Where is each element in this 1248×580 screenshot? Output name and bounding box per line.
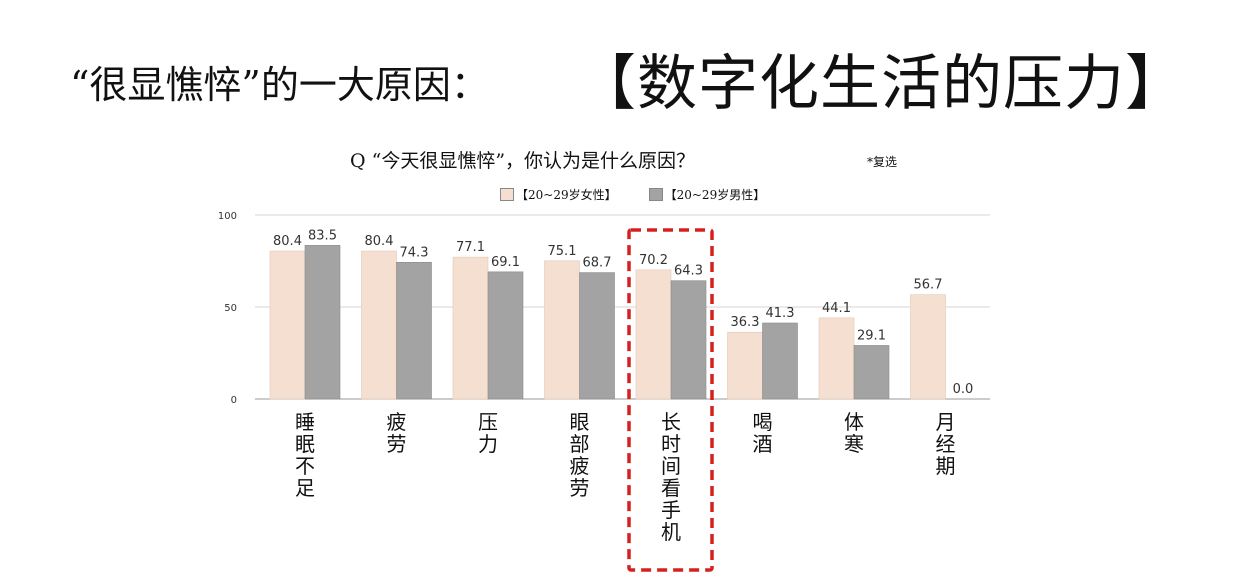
x-tick-label-char: 体 [844,410,864,434]
data-label: 0.0 [953,382,974,397]
x-tick-label-char: 经 [936,432,956,456]
y-tick-label: 0 [231,395,237,406]
x-tick-label-char: 看 [661,476,681,500]
x-tick-label-char: 足 [295,476,315,500]
x-tick-label-char: 疲 [387,410,407,434]
bar [727,331,763,400]
data-label: 77.1 [456,240,485,255]
x-tick-label-char: 不 [295,454,315,478]
x-tick-label-char: 长 [661,410,681,434]
data-label: 74.3 [400,245,429,260]
legend-label-female: 【20~29岁女性】 [516,188,617,202]
x-tick-label-char: 时 [661,432,681,456]
bar [487,271,524,400]
headline-main: 【数字化生活的压力】 [576,49,1186,119]
x-tick-label-char: 月 [936,410,956,434]
highlight-box [627,228,714,572]
chart-note: *复选 [867,155,898,169]
bar [853,345,890,400]
x-tick-label-char: 部 [570,432,590,456]
x-tick-label-char: 手 [661,498,681,522]
data-label: 44.1 [822,301,851,316]
x-tick-label-char: 睡 [295,410,315,434]
bar [452,256,489,400]
x-tick-label-char: 眼 [570,410,590,434]
data-label: 80.4 [365,234,394,249]
x-tick-label-char: 眠 [295,432,315,456]
bar [762,322,798,400]
bar [544,260,580,400]
data-label: 75.1 [548,244,577,259]
chart-legend: 【20~29岁女性】 【20~29岁男性】 [500,186,791,203]
bar [396,261,432,400]
data-label: 83.5 [308,228,337,243]
x-tick-label-char: 寒 [844,432,864,456]
chart-title: Q “今天很显憔悴”，你认为是什么原因？ [350,150,696,172]
x-tick-label-char: 劳 [387,432,407,456]
legend-item-female: 【20~29岁女性】 [500,186,617,203]
legend-item-male: 【20~29岁男性】 [648,186,766,203]
data-label: 69.1 [491,255,520,270]
x-tick-label-char: 喝 [753,410,773,434]
legend-swatch-female [500,188,514,201]
data-label: 64.3 [674,264,703,279]
bar [670,280,707,400]
bar [910,294,946,400]
data-label: 80.4 [273,234,302,249]
x-tick-label-char: 间 [661,454,681,478]
bar [361,250,397,400]
data-label: 41.3 [766,306,795,321]
x-tick-label-char: 期 [936,454,956,478]
data-label: 68.7 [583,256,612,271]
x-tick-label-char: 劳 [570,476,590,500]
x-tick-label-char: 酒 [753,432,773,456]
data-label: 70.2 [639,253,668,268]
data-label: 36.3 [731,315,760,330]
bar [304,245,341,400]
legend-label-male: 【20~29岁男性】 [664,188,766,202]
x-tick-label-char: 疲 [570,454,590,478]
y-tick-label: 100 [218,211,237,222]
data-label: 56.7 [914,278,943,293]
x-tick-label-char: 压 [478,410,498,434]
x-tick-label-char: 机 [661,520,681,544]
headline-prefix: “很显憔悴”的一大原因： [70,63,489,107]
data-label: 29.1 [857,328,886,343]
bar [818,317,855,400]
bar [579,272,615,400]
legend-swatch-male [648,188,663,201]
bar [635,269,672,400]
bar [269,250,306,400]
x-tick-label-char: 力 [478,432,498,456]
y-tick-label: 50 [224,303,237,314]
